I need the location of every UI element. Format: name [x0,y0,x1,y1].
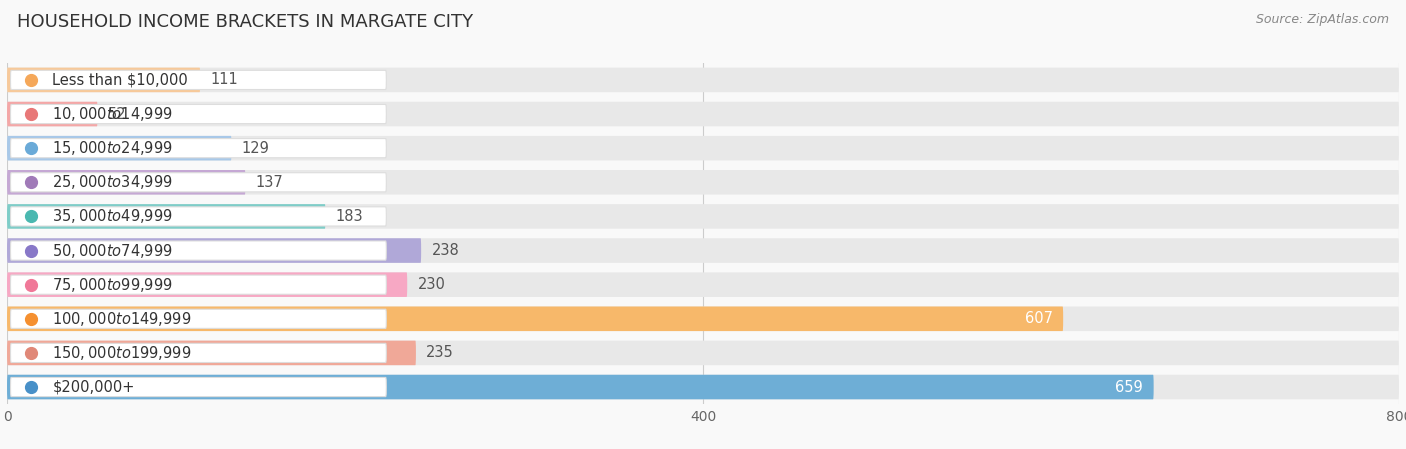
FancyBboxPatch shape [10,70,387,89]
Text: $25,000 to $34,999: $25,000 to $34,999 [52,173,173,191]
Text: $200,000+: $200,000+ [52,379,135,395]
Text: $10,000 to $14,999: $10,000 to $14,999 [52,105,173,123]
Text: 659: 659 [1115,379,1143,395]
Text: $75,000 to $99,999: $75,000 to $99,999 [52,276,173,294]
FancyBboxPatch shape [7,238,422,263]
Text: 129: 129 [242,141,270,156]
FancyBboxPatch shape [10,343,387,362]
Text: 52: 52 [108,106,127,122]
FancyBboxPatch shape [7,273,1399,297]
Text: 111: 111 [211,72,239,88]
Text: 238: 238 [432,243,460,258]
Text: 183: 183 [336,209,364,224]
FancyBboxPatch shape [7,68,200,92]
FancyBboxPatch shape [10,173,387,192]
FancyBboxPatch shape [10,241,387,260]
FancyBboxPatch shape [10,275,387,294]
Text: 235: 235 [426,345,454,361]
FancyBboxPatch shape [7,204,325,229]
Text: 230: 230 [418,277,446,292]
Text: 607: 607 [1025,311,1053,326]
FancyBboxPatch shape [7,102,1399,126]
Text: Source: ZipAtlas.com: Source: ZipAtlas.com [1256,13,1389,26]
FancyBboxPatch shape [7,307,1063,331]
Text: 137: 137 [256,175,284,190]
Text: Less than $10,000: Less than $10,000 [52,72,188,88]
FancyBboxPatch shape [10,207,387,226]
FancyBboxPatch shape [10,139,387,158]
FancyBboxPatch shape [7,375,1399,399]
FancyBboxPatch shape [7,102,97,126]
FancyBboxPatch shape [7,136,1399,160]
FancyBboxPatch shape [7,238,1399,263]
FancyBboxPatch shape [10,105,387,123]
Text: HOUSEHOLD INCOME BRACKETS IN MARGATE CITY: HOUSEHOLD INCOME BRACKETS IN MARGATE CIT… [17,13,472,31]
FancyBboxPatch shape [7,136,232,160]
FancyBboxPatch shape [7,170,1399,194]
FancyBboxPatch shape [7,375,1154,399]
Text: $150,000 to $199,999: $150,000 to $199,999 [52,344,191,362]
FancyBboxPatch shape [7,204,1399,229]
FancyBboxPatch shape [10,378,387,396]
Text: $35,000 to $49,999: $35,000 to $49,999 [52,207,173,225]
Text: $50,000 to $74,999: $50,000 to $74,999 [52,242,173,260]
FancyBboxPatch shape [7,341,1399,365]
FancyBboxPatch shape [7,341,416,365]
Text: $15,000 to $24,999: $15,000 to $24,999 [52,139,173,157]
FancyBboxPatch shape [7,273,408,297]
FancyBboxPatch shape [7,68,1399,92]
FancyBboxPatch shape [10,309,387,328]
FancyBboxPatch shape [7,307,1399,331]
Text: $100,000 to $149,999: $100,000 to $149,999 [52,310,191,328]
FancyBboxPatch shape [7,170,246,194]
